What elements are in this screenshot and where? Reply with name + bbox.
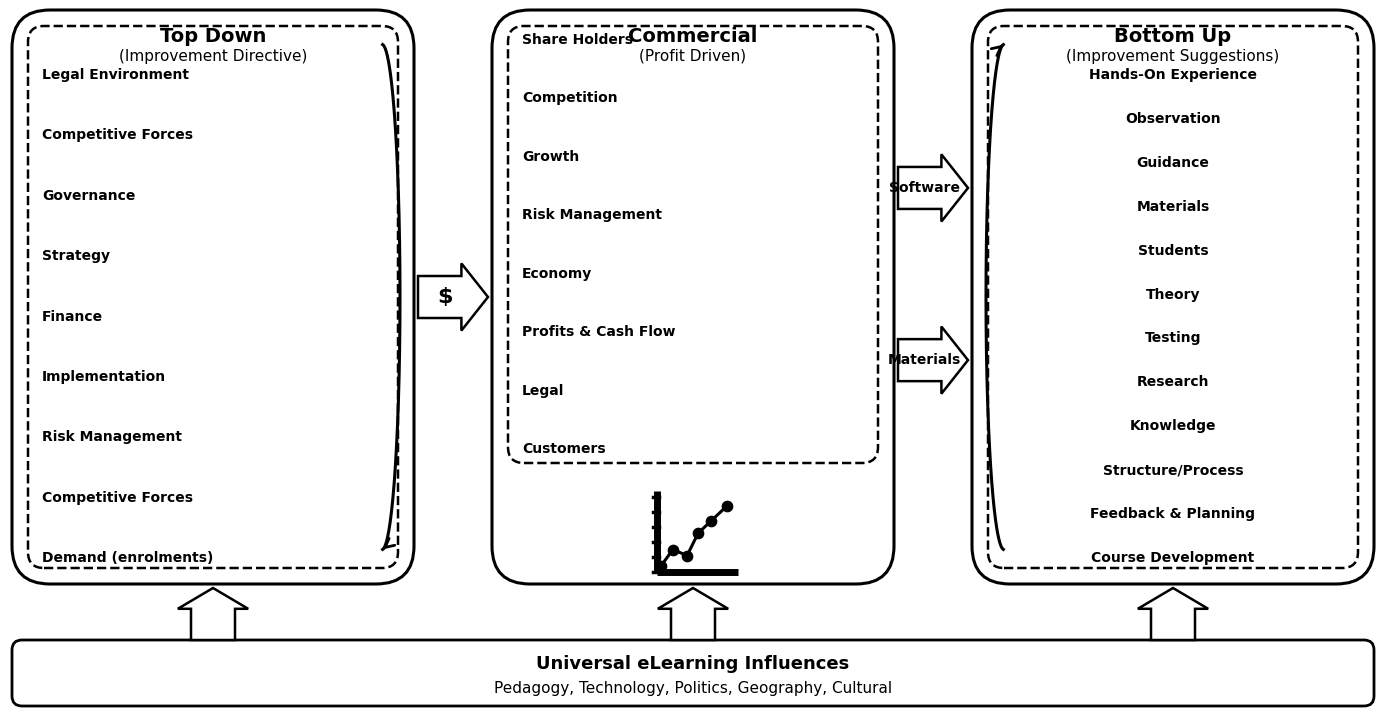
Text: Growth: Growth (523, 150, 579, 164)
Polygon shape (658, 588, 728, 640)
Text: Competition: Competition (523, 91, 618, 106)
Text: Research: Research (1137, 376, 1209, 389)
Point (650, 560, 672, 572)
Point (676, 550, 699, 561)
Polygon shape (177, 588, 248, 640)
Text: Theory: Theory (1146, 288, 1200, 301)
Text: Customers: Customers (523, 442, 606, 456)
Text: Course Development: Course Development (1091, 551, 1254, 565)
Point (687, 528, 710, 539)
Text: (Improvement Directive): (Improvement Directive) (119, 49, 308, 64)
Text: Competitive Forces: Competitive Forces (42, 129, 193, 142)
Polygon shape (419, 263, 488, 331)
Polygon shape (1138, 588, 1209, 640)
Text: Bottom Up: Bottom Up (1114, 26, 1232, 46)
Text: Finance: Finance (42, 309, 103, 323)
Text: Top Down: Top Down (159, 26, 266, 46)
Text: Commercial: Commercial (628, 26, 758, 46)
Text: Pedagogy, Technology, Politics, Geography, Cultural: Pedagogy, Technology, Politics, Geograph… (493, 680, 893, 695)
Polygon shape (898, 326, 967, 393)
Text: Universal eLearning Influences: Universal eLearning Influences (536, 655, 850, 673)
Text: Demand (enrolments): Demand (enrolments) (42, 551, 213, 565)
Text: Governance: Governance (42, 188, 136, 203)
Text: Legal Environment: Legal Environment (42, 68, 188, 82)
Text: (Profit Driven): (Profit Driven) (639, 49, 747, 64)
Text: Software: Software (888, 181, 960, 195)
FancyBboxPatch shape (12, 640, 1374, 706)
Text: Competitive Forces: Competitive Forces (42, 491, 193, 505)
Text: Knowledge: Knowledge (1130, 419, 1217, 433)
FancyBboxPatch shape (492, 10, 894, 584)
Text: Implementation: Implementation (42, 370, 166, 384)
Text: $: $ (437, 287, 452, 307)
Text: Materials: Materials (888, 353, 962, 367)
Polygon shape (898, 154, 967, 221)
Text: Profits & Cash Flow: Profits & Cash Flow (523, 325, 675, 339)
Point (661, 544, 683, 555)
FancyBboxPatch shape (972, 10, 1374, 584)
Text: Materials: Materials (1137, 200, 1210, 213)
Text: Legal: Legal (523, 383, 564, 398)
Text: Testing: Testing (1145, 331, 1202, 346)
Text: Strategy: Strategy (42, 249, 109, 263)
Text: Structure/Process: Structure/Process (1103, 463, 1243, 477)
Text: Economy: Economy (523, 267, 592, 281)
Text: Share Holders: Share Holders (523, 33, 633, 47)
Text: Students: Students (1138, 243, 1209, 258)
Text: Feedback & Planning: Feedback & Planning (1091, 507, 1256, 521)
Text: Risk Management: Risk Management (523, 208, 663, 222)
Text: Guidance: Guidance (1137, 156, 1210, 170)
Text: (Improvement Suggestions): (Improvement Suggestions) (1066, 49, 1279, 64)
Point (715, 501, 737, 512)
Text: Observation: Observation (1125, 112, 1221, 126)
Point (700, 516, 722, 527)
Text: Risk Management: Risk Management (42, 431, 182, 444)
FancyBboxPatch shape (12, 10, 414, 584)
Text: Hands-On Experience: Hands-On Experience (1089, 68, 1257, 82)
